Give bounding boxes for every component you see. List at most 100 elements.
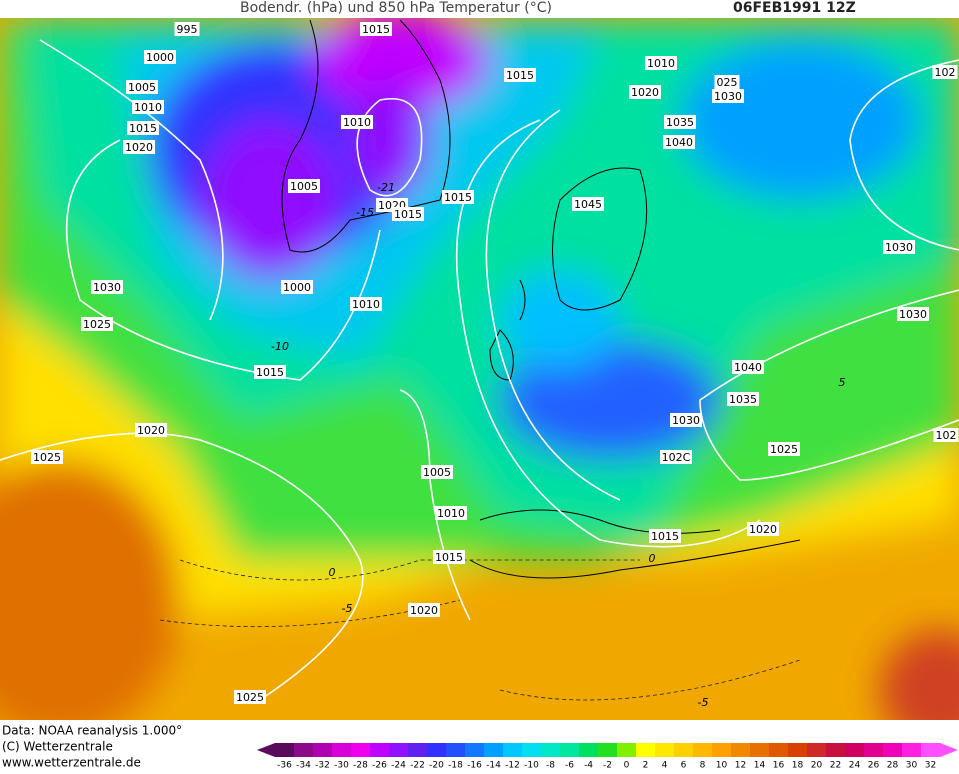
isobar-label: 1020 (125, 141, 153, 154)
isobar-label-bg (91, 280, 123, 294)
isobar-label-bg (234, 690, 266, 704)
colorbar-box (617, 743, 637, 757)
temperature-label: -21 (377, 181, 395, 194)
colorbar-tick-label: -32 (315, 761, 330, 771)
map-date: 06FEB1991 12Z (733, 0, 856, 16)
isobar-label: 025 (717, 76, 738, 89)
colorbar-tick-label: -12 (505, 761, 520, 771)
colorbar-tick-label: 2 (643, 761, 649, 771)
isobar-label-bg (768, 442, 800, 456)
isobar-label-bg (127, 121, 159, 135)
colorbar-box (294, 743, 314, 757)
isobar-label-bg (897, 307, 929, 321)
colorbar-box (769, 743, 789, 757)
isobar-label: 1020 (410, 604, 438, 617)
colorbar-box (598, 743, 618, 757)
colorbar-tick-label: 12 (735, 761, 746, 771)
colorbar-box (332, 743, 352, 757)
isobar-label: 995 (177, 23, 198, 36)
map-title: Bodendr. (hPa) und 850 hPa Temperatur (°… (240, 0, 552, 16)
colorbar-tick-label: -10 (524, 761, 539, 771)
colorbar-box (446, 743, 466, 757)
isobar-label: 1020 (137, 424, 165, 437)
isobar-label-bg (123, 140, 155, 154)
colorbar-box (750, 743, 770, 757)
colorbar-box (522, 743, 542, 757)
isobar-label-bg (132, 100, 164, 114)
isobar-label-bg (649, 529, 681, 543)
temperature-field (0, 18, 959, 720)
colorbar-box (560, 743, 580, 757)
colorbar-tick-label: 20 (811, 761, 823, 771)
colorbar-box (389, 743, 409, 757)
isobar-label-bg (629, 85, 661, 99)
colorbar-arrow (257, 743, 275, 757)
isobar-label-bg (392, 207, 424, 221)
isobar-label-bg (732, 360, 764, 374)
isobar-label: 1040 (665, 136, 693, 149)
colorbar-box (921, 743, 941, 757)
isobar-label: 1010 (647, 57, 675, 70)
isobar-label-bg (747, 522, 779, 536)
isobar-label: 1015 (435, 551, 463, 564)
isobar-label: 102 (936, 429, 957, 442)
colorbar-box (636, 743, 656, 757)
temperature-label: -15 (356, 206, 374, 219)
isobar-label: 1005 (290, 180, 318, 193)
isobar-label-bg (421, 465, 453, 479)
temperature-label: 0 (649, 552, 656, 565)
isobar-label: 102C (662, 451, 691, 464)
colorbar-box (864, 743, 884, 757)
isobar-label-bg (288, 179, 320, 193)
colorbar-box (693, 743, 713, 757)
isobar-label: 1025 (83, 318, 111, 331)
isobar-label-bg (341, 115, 373, 129)
colorbar-tick-label: -34 (296, 761, 311, 771)
isobar-label-bg (81, 317, 113, 331)
isobar-label-bg (350, 297, 382, 311)
isobar-label-bg (442, 190, 474, 204)
isobar-label: 1015 (394, 208, 422, 221)
colorbar-tick-label: -20 (429, 761, 444, 771)
colorbar-box (465, 743, 485, 757)
colorbar-box (541, 743, 561, 757)
colorbar-tick-label: -4 (584, 761, 593, 771)
colorbar-tick-label: 4 (662, 761, 668, 771)
colorbar-tick-label: 6 (681, 761, 687, 771)
isobar-label-bg (660, 450, 692, 464)
isobar-label-bg (135, 423, 167, 437)
colorbar-tick-label: -24 (391, 761, 406, 771)
colorbar-box (370, 743, 390, 757)
isobar-label: 1010 (134, 101, 162, 114)
isobar-label: 1025 (770, 443, 798, 456)
isobar-label-bg (433, 550, 465, 564)
isobar-label: 1025 (33, 451, 61, 464)
isobar-label: 1010 (352, 298, 380, 311)
isobar-label-bg (670, 413, 702, 427)
isobar-label: 1030 (93, 281, 121, 294)
isobar-label-bg (174, 22, 200, 36)
isobar-label-bg (281, 280, 313, 294)
isobar-label: 1030 (885, 241, 913, 254)
temperature-label: -5 (342, 602, 353, 615)
isobar-label-bg (360, 22, 392, 36)
isobar-label-bg (663, 135, 695, 149)
isobar-label: 1040 (734, 361, 762, 374)
colorbar-arrow (940, 743, 958, 757)
colorbar-box (826, 743, 846, 757)
temperature-label: -5 (698, 696, 709, 709)
isobar-label: 1015 (444, 191, 472, 204)
colorbar-box (427, 743, 447, 757)
isobar-label: 1015 (506, 69, 534, 82)
temperature-label: -10 (271, 340, 289, 353)
isobar-label: 1000 (146, 51, 174, 64)
colorbar-tick-label: 10 (716, 761, 728, 771)
colorbar-box (712, 743, 732, 757)
isobar-label: 1000 (283, 281, 311, 294)
isobar-label-bg (31, 450, 63, 464)
isobar-label: 1020 (631, 86, 659, 99)
isobar-label: 1015 (362, 23, 390, 36)
isobar-label: 1035 (729, 393, 757, 406)
colorbar-box (788, 743, 808, 757)
colorbar-tick-label: -14 (486, 761, 501, 771)
